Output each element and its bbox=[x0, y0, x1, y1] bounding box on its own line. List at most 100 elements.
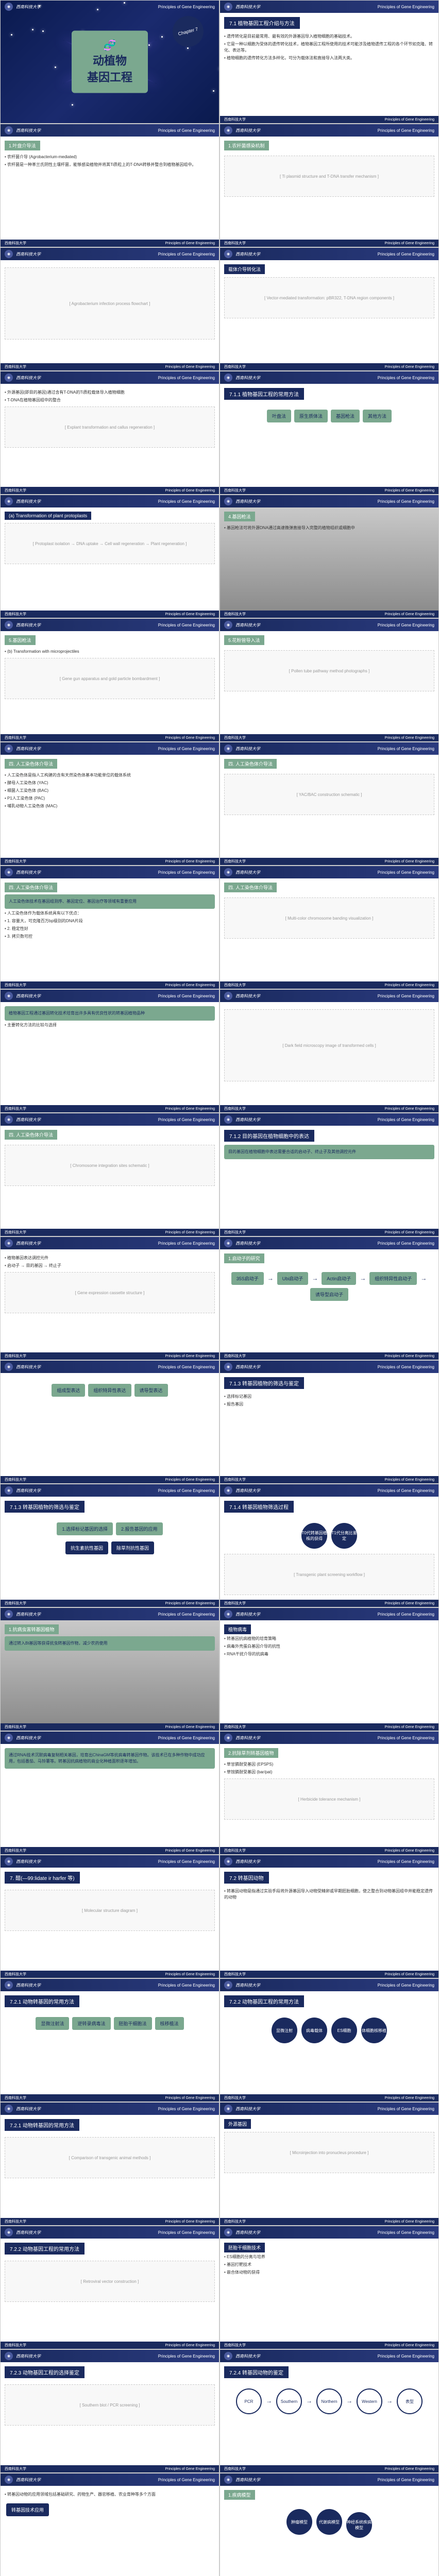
main-title: 动植物基因工程 bbox=[87, 52, 132, 85]
footer-uni: 西南科技大学 bbox=[224, 1230, 246, 1235]
slide-row: ◉ 西南科技大学 Principles of Gene Engineering … bbox=[0, 1855, 439, 1978]
content-slide: ◉ 西南科技大学 Principles of Gene Engineering … bbox=[0, 2473, 220, 2576]
slide-title: 四. 人工染色体介导法 bbox=[224, 883, 277, 892]
slide-header: ◉ 西南科技大学 Principles of Gene Engineering bbox=[220, 124, 438, 137]
arrow-icon: → bbox=[267, 1275, 274, 1282]
footer-course: Principles of Gene Engineering bbox=[165, 2344, 215, 2347]
diagram-area: [ Ti plasmid structure and T-DNA transfe… bbox=[224, 156, 434, 197]
footer-course: Principles of Gene Engineering bbox=[384, 1973, 434, 1976]
content-slide: ◉ 西南科技大学 Principles of Gene Engineering … bbox=[220, 2102, 439, 2226]
slide-title: 7.1.4 转基因植物筛选过程 bbox=[224, 1501, 294, 1513]
university-logo: ◉ bbox=[5, 621, 13, 629]
slide-header: ◉ 西南科技大学 Principles of Gene Engineering bbox=[220, 742, 438, 755]
footer-uni: 西南科技大学 bbox=[5, 488, 26, 493]
course-name: Principles of Gene Engineering bbox=[378, 1117, 434, 1122]
footer-uni: 西南科技大学 bbox=[224, 2095, 246, 2100]
slide-title: 7.2.3 动物基因工程的选择鉴定 bbox=[5, 2366, 85, 2378]
slide-footer: 西南科技大学 Principles of Gene Engineering bbox=[220, 1476, 438, 1483]
footer-uni: 西南科技大学 bbox=[5, 1601, 26, 1606]
slide-footer: 西南科技大学 Principles of Gene Engineering bbox=[220, 487, 438, 494]
university-logo: ◉ bbox=[224, 1363, 232, 1371]
footer-course: Principles of Gene Engineering bbox=[165, 2096, 215, 2100]
university-name: 西南科技大学 bbox=[235, 375, 378, 381]
slide-title: 四. 人工染色体介导法 bbox=[224, 759, 277, 769]
content-slide: ◉ 西南科技大学 Principles of Gene Engineering … bbox=[220, 124, 439, 247]
flow-node: 组织特异性表达 bbox=[88, 1384, 131, 1397]
course-name: Principles of Gene Engineering bbox=[378, 1241, 434, 1246]
university-name: 西南科技大学 bbox=[235, 746, 378, 752]
footer-course: Principles of Gene Engineering bbox=[384, 984, 434, 987]
footer-uni: 西南科技大学 bbox=[224, 735, 246, 740]
content-slide: ◉ 西南科技大学 Principles of Gene Engineering … bbox=[0, 371, 220, 495]
slide-body: 7.2.1 动物转基因的常用方法[ Comparison of transgen… bbox=[1, 2115, 219, 2218]
slide-footer: 西南科技大学 Principles of Gene Engineering bbox=[220, 2094, 438, 2102]
content-slide: ◉ 西南科技大学 Principles of Gene Engineering … bbox=[220, 742, 439, 866]
slide-title: 1.疾病模型 bbox=[224, 2490, 255, 2500]
slide-header: ◉ 西南科技大学 Principles of Gene Engineering bbox=[1, 1237, 219, 1249]
circle-node: 病毒载体 bbox=[301, 2018, 327, 2043]
flow-node: 逆转录病毒法 bbox=[72, 2017, 110, 2030]
slide-body: 植物病毒• 转基因抗病植物的培育策略• 病毒外壳蛋白基因介导的抗性• RNA干扰… bbox=[220, 1620, 438, 1723]
flow-node: 除草剂抗性基因 bbox=[111, 1541, 154, 1554]
diagram-area: [ Chromosome integration sites schematic… bbox=[5, 1145, 215, 1186]
footer-course: Principles of Gene Engineering bbox=[165, 1725, 215, 1729]
content-slide: ◉ 西南科技大学 Principles of Gene Engineering … bbox=[220, 2349, 439, 2473]
slide-header: ◉ 西南科技大学 Principles of Gene Engineering bbox=[1, 371, 219, 384]
slide-footer: 西南科技大学 Principles of Gene Engineering bbox=[220, 1847, 438, 1854]
slide-footer: 西南科技大学 Principles of Gene Engineering bbox=[220, 1723, 438, 1731]
diagram-area: [ YAC/BAC construction schematic ] bbox=[224, 774, 434, 815]
slide-title: 7.1.2 目的基因在植物细胞中的表达 bbox=[224, 1130, 314, 1142]
flow-node: 胚胎干细胞法 bbox=[114, 2017, 152, 2030]
flow-node: 基因枪法 bbox=[331, 410, 360, 422]
course-name: Principles of Gene Engineering bbox=[378, 623, 434, 628]
slide-footer: 西南科技大学 Principles of Gene Engineering bbox=[1, 1971, 219, 1978]
slide-title: 7.2.2 动物基因工程的常用方法 bbox=[224, 1995, 304, 2007]
slide-footer: 西南科技大学 Principles of Gene Engineering bbox=[1, 611, 219, 618]
slide-title: 7.2 转基因动物 bbox=[224, 1872, 269, 1884]
circle-node: 代谢病模型 bbox=[316, 2509, 342, 2535]
university-logo: ◉ bbox=[5, 1486, 13, 1495]
course-name: Principles of Gene Engineering bbox=[158, 2478, 215, 2482]
university-logo: ◉ bbox=[224, 2105, 232, 2113]
slide-header: ◉ 西南科技大学 Principles of Gene Engineering bbox=[1, 124, 219, 137]
footer-course: Principles of Gene Engineering bbox=[165, 1478, 215, 1482]
slide-title: 胚胎干细胞技术 bbox=[224, 2243, 265, 2252]
footer-course: Principles of Gene Engineering bbox=[384, 365, 434, 369]
footer-course: Principles of Gene Engineering bbox=[165, 1849, 215, 1853]
circle-node: PCR bbox=[236, 2388, 262, 2414]
node-group: T0代转基因植株的获得T1代分离比鉴定 bbox=[224, 1521, 434, 1551]
footer-course: Principles of Gene Engineering bbox=[384, 242, 434, 245]
footer-uni: 西南科技大学 bbox=[5, 1106, 26, 1111]
university-logo: ◉ bbox=[224, 2476, 232, 2484]
slide-footer: 西南科技大学 Principles of Gene Engineering bbox=[1, 2094, 219, 2102]
slide-body: 7.2 转基因动物• 转基因动物是指通过实验手段将外源基因导入动物受精卵或早期胚… bbox=[220, 1868, 438, 1971]
slide-body: 四. 人工染色体介导法人工染色体技术在基因组测序、基因定位、基因治疗等领域有重要… bbox=[1, 878, 219, 981]
circle-node: T0代转基因植株的获得 bbox=[301, 1523, 327, 1549]
university-logo: ◉ bbox=[224, 3, 232, 11]
slide-body: 载体介导转化法[ Vector-mediated transformation:… bbox=[220, 260, 438, 363]
slide-footer: 西南科技大学 Principles of Gene Engineering bbox=[220, 1352, 438, 1360]
university-logo: ◉ bbox=[224, 1115, 232, 1124]
slide-header: ◉ 西南科技大学 Principles of Gene Engineering bbox=[220, 2103, 438, 2115]
arrow-icon: → bbox=[386, 2397, 393, 2404]
university-name: 西南科技大学 bbox=[235, 2106, 378, 2112]
slide-body: 四. 人工染色体介导法 [ YAC/BAC construction schema… bbox=[220, 755, 438, 858]
slide-content: • 主要转化方法的比较与选择 bbox=[5, 1022, 215, 1028]
footer-course: Principles of Gene Engineering bbox=[165, 1107, 215, 1111]
university-logo: ◉ bbox=[224, 1486, 232, 1495]
university-logo: ◉ bbox=[5, 868, 13, 876]
footer-uni: 西南科技大学 bbox=[5, 982, 26, 988]
footer-uni: 西南科技大学 bbox=[5, 1230, 26, 1235]
footer-course: Principles of Gene Engineering bbox=[165, 2220, 215, 2224]
slide-header: ◉ 西南科技大学 Principles of Gene Engineering bbox=[220, 990, 438, 1002]
slide-body: 1.抗病虫害转基因植物通过转入Bt基因等获得抗虫转基因作物，减少农药使用 bbox=[1, 1620, 219, 1723]
diagram-area: [ Multi-color chromosome banding visuali… bbox=[224, 897, 434, 939]
diagram-area: [ Protoplast isolation → DNA uptake → Ce… bbox=[5, 523, 215, 564]
slide-header: ◉ 西南科技大学 Principles of Gene Engineering bbox=[1, 1113, 219, 1126]
footer-course: Principles of Gene Engineering bbox=[165, 736, 215, 740]
footer-course: Principles of Gene Engineering bbox=[384, 2467, 434, 2471]
slide-body: 胚胎干细胞技术• ES细胞的分离与培养• 基因打靶技术• 嵌合体动物的获得 bbox=[220, 2239, 438, 2342]
slide-footer: 西南科技大学 Principles of Gene Engineering bbox=[1, 487, 219, 494]
footer-uni: 西南科技大学 bbox=[224, 2219, 246, 2224]
university-logo: ◉ bbox=[5, 126, 13, 134]
